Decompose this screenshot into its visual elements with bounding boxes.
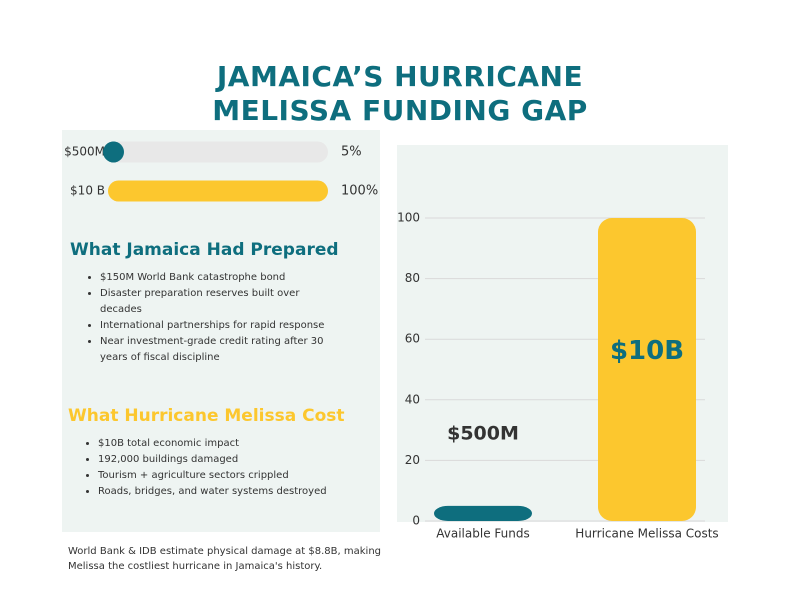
section: What Jamaica Had Prepared $150M World Ba… (70, 240, 380, 366)
title: JAMAICA’S HURRICANE MELISSA FUNDING GAP (212, 60, 588, 127)
bullet-item: $150M World Bank catastrophe bond (100, 270, 330, 286)
progress-value-label: 5% (341, 145, 362, 160)
value-label: $500M (447, 422, 519, 444)
section: What Hurricane Melissa Cost $10B total e… (68, 406, 378, 500)
bar (434, 505, 532, 521)
y-tick-label: 80 (405, 271, 420, 285)
bullet-item: Roads, bridges, and water systems destro… (98, 484, 328, 500)
bullet-item: 192,000 buildings damaged (98, 452, 328, 468)
y-tick-label: 60 (405, 332, 420, 346)
section-heading: What Jamaica Had Prepared (70, 240, 339, 260)
progress-label: $10 B (70, 184, 105, 198)
bar (598, 218, 696, 521)
bullet-list: $150M World Bank catastrophe bondDisaste… (70, 270, 330, 366)
y-tick-label: 40 (405, 392, 420, 406)
bullet-item: Tourism + agriculture sectors crippled (98, 468, 328, 484)
progress-knob (103, 141, 124, 163)
bullet-item: International partnerships for rapid res… (100, 318, 330, 334)
x-tick-label: Hurricane Melissa Costs (575, 527, 718, 541)
footnote: World Bank & IDB estimate physical damag… (68, 546, 382, 572)
x-tick-label: Available Funds (436, 527, 529, 541)
progress-value-label: 100% (341, 184, 378, 199)
bullet-item: $10B total economic impact (98, 436, 328, 452)
progress-track (108, 141, 328, 163)
y-tick-label: 20 (405, 453, 420, 467)
section-heading: What Hurricane Melissa Cost (68, 406, 345, 426)
y-tick-label: 100 (397, 211, 420, 225)
bullet-item: Near investment-grade credit rating afte… (100, 334, 330, 366)
y-tick-label: 0 (412, 514, 420, 528)
progress-fill (108, 180, 328, 202)
bullet-item: Disaster preparation reserves built over… (100, 286, 330, 318)
value-label: $10B (610, 336, 684, 366)
progress-label: $500M (64, 145, 105, 159)
bullet-list: $10B total economic impact192,000 buildi… (68, 436, 328, 500)
